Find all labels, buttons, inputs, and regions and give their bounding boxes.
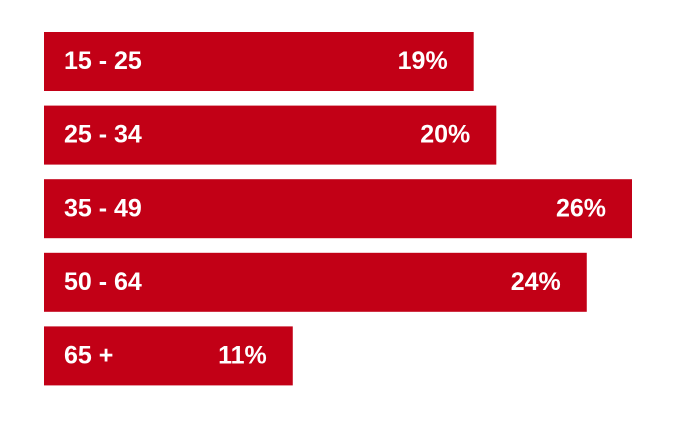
category-label: 50 - 64 bbox=[64, 268, 142, 296]
value-label: 20% bbox=[420, 121, 470, 149]
bar bbox=[44, 326, 293, 386]
bar bbox=[44, 105, 497, 165]
category-label: 25 - 34 bbox=[64, 121, 142, 149]
bar bbox=[44, 252, 587, 312]
value-label: 24% bbox=[511, 268, 561, 296]
value-label: 26% bbox=[556, 194, 606, 222]
bar bbox=[44, 32, 474, 91]
category-label: 65 + bbox=[64, 342, 113, 370]
value-label: 11% bbox=[218, 342, 267, 370]
category-label: 35 - 49 bbox=[64, 194, 142, 222]
bar bbox=[44, 179, 632, 239]
category-label: 15 - 25 bbox=[64, 47, 142, 75]
value-label: 19% bbox=[398, 47, 448, 75]
